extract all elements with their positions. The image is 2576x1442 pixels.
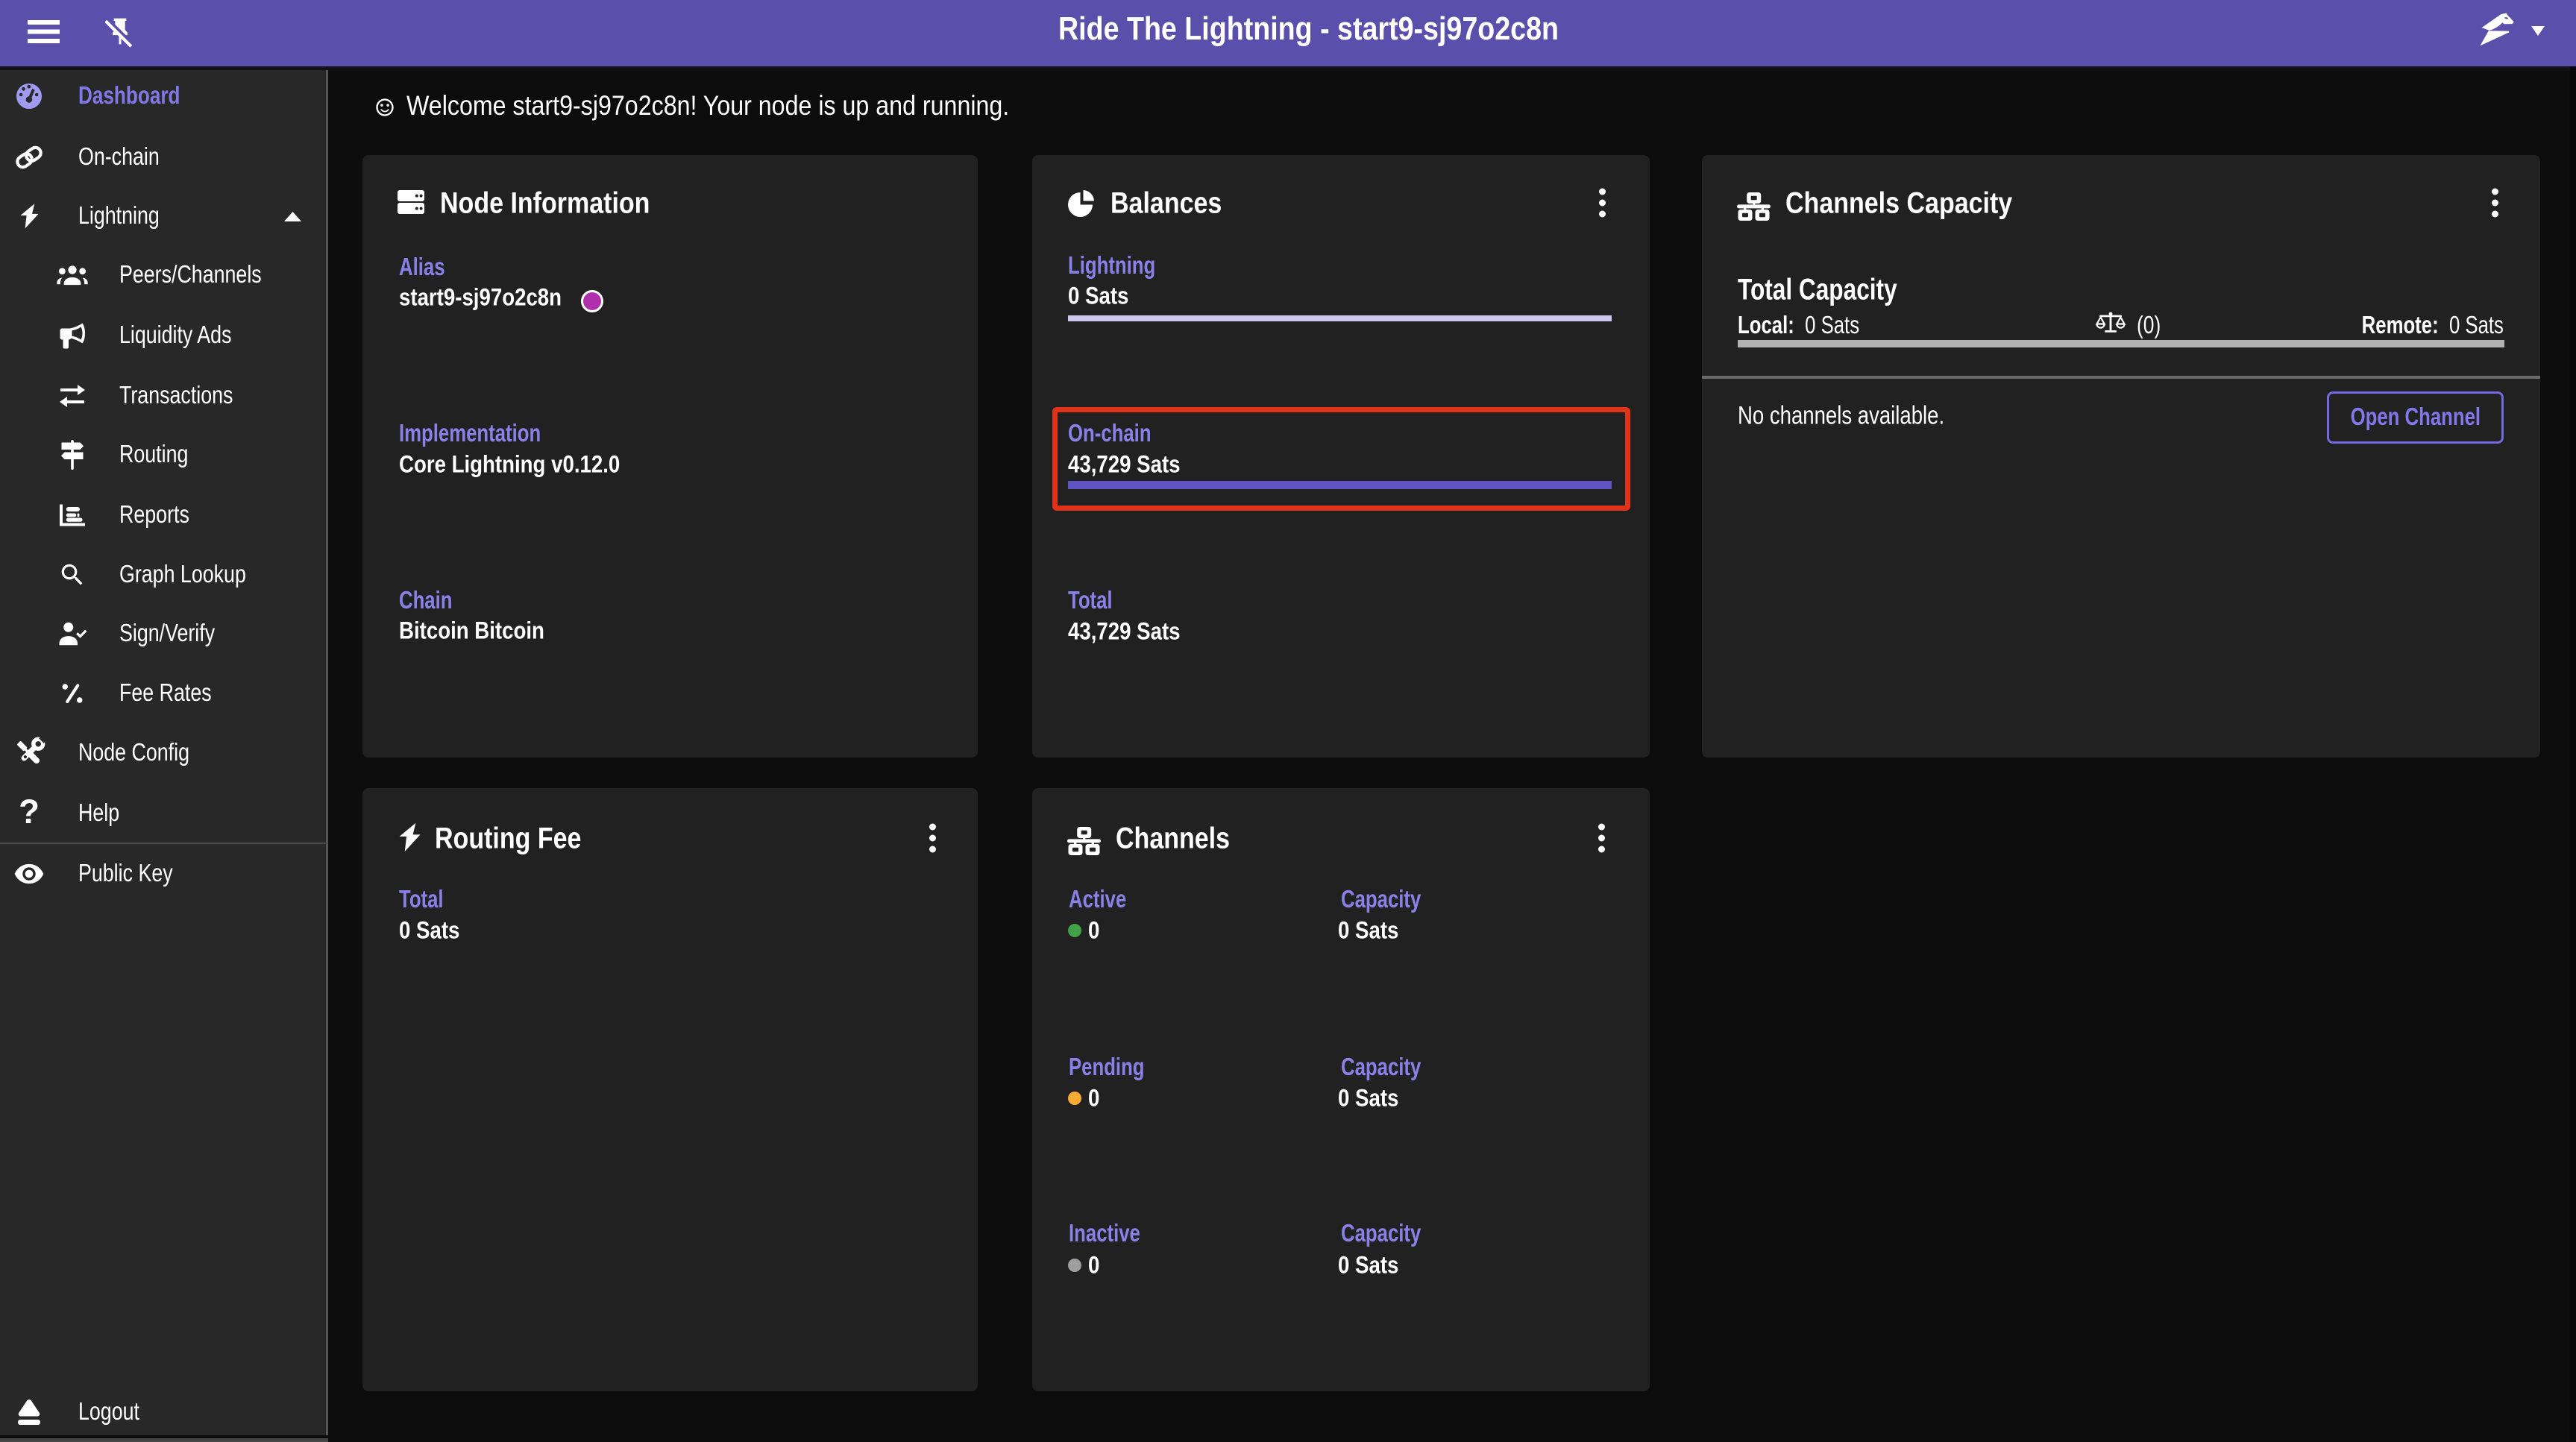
svg-text:?: ?: [19, 793, 40, 831]
